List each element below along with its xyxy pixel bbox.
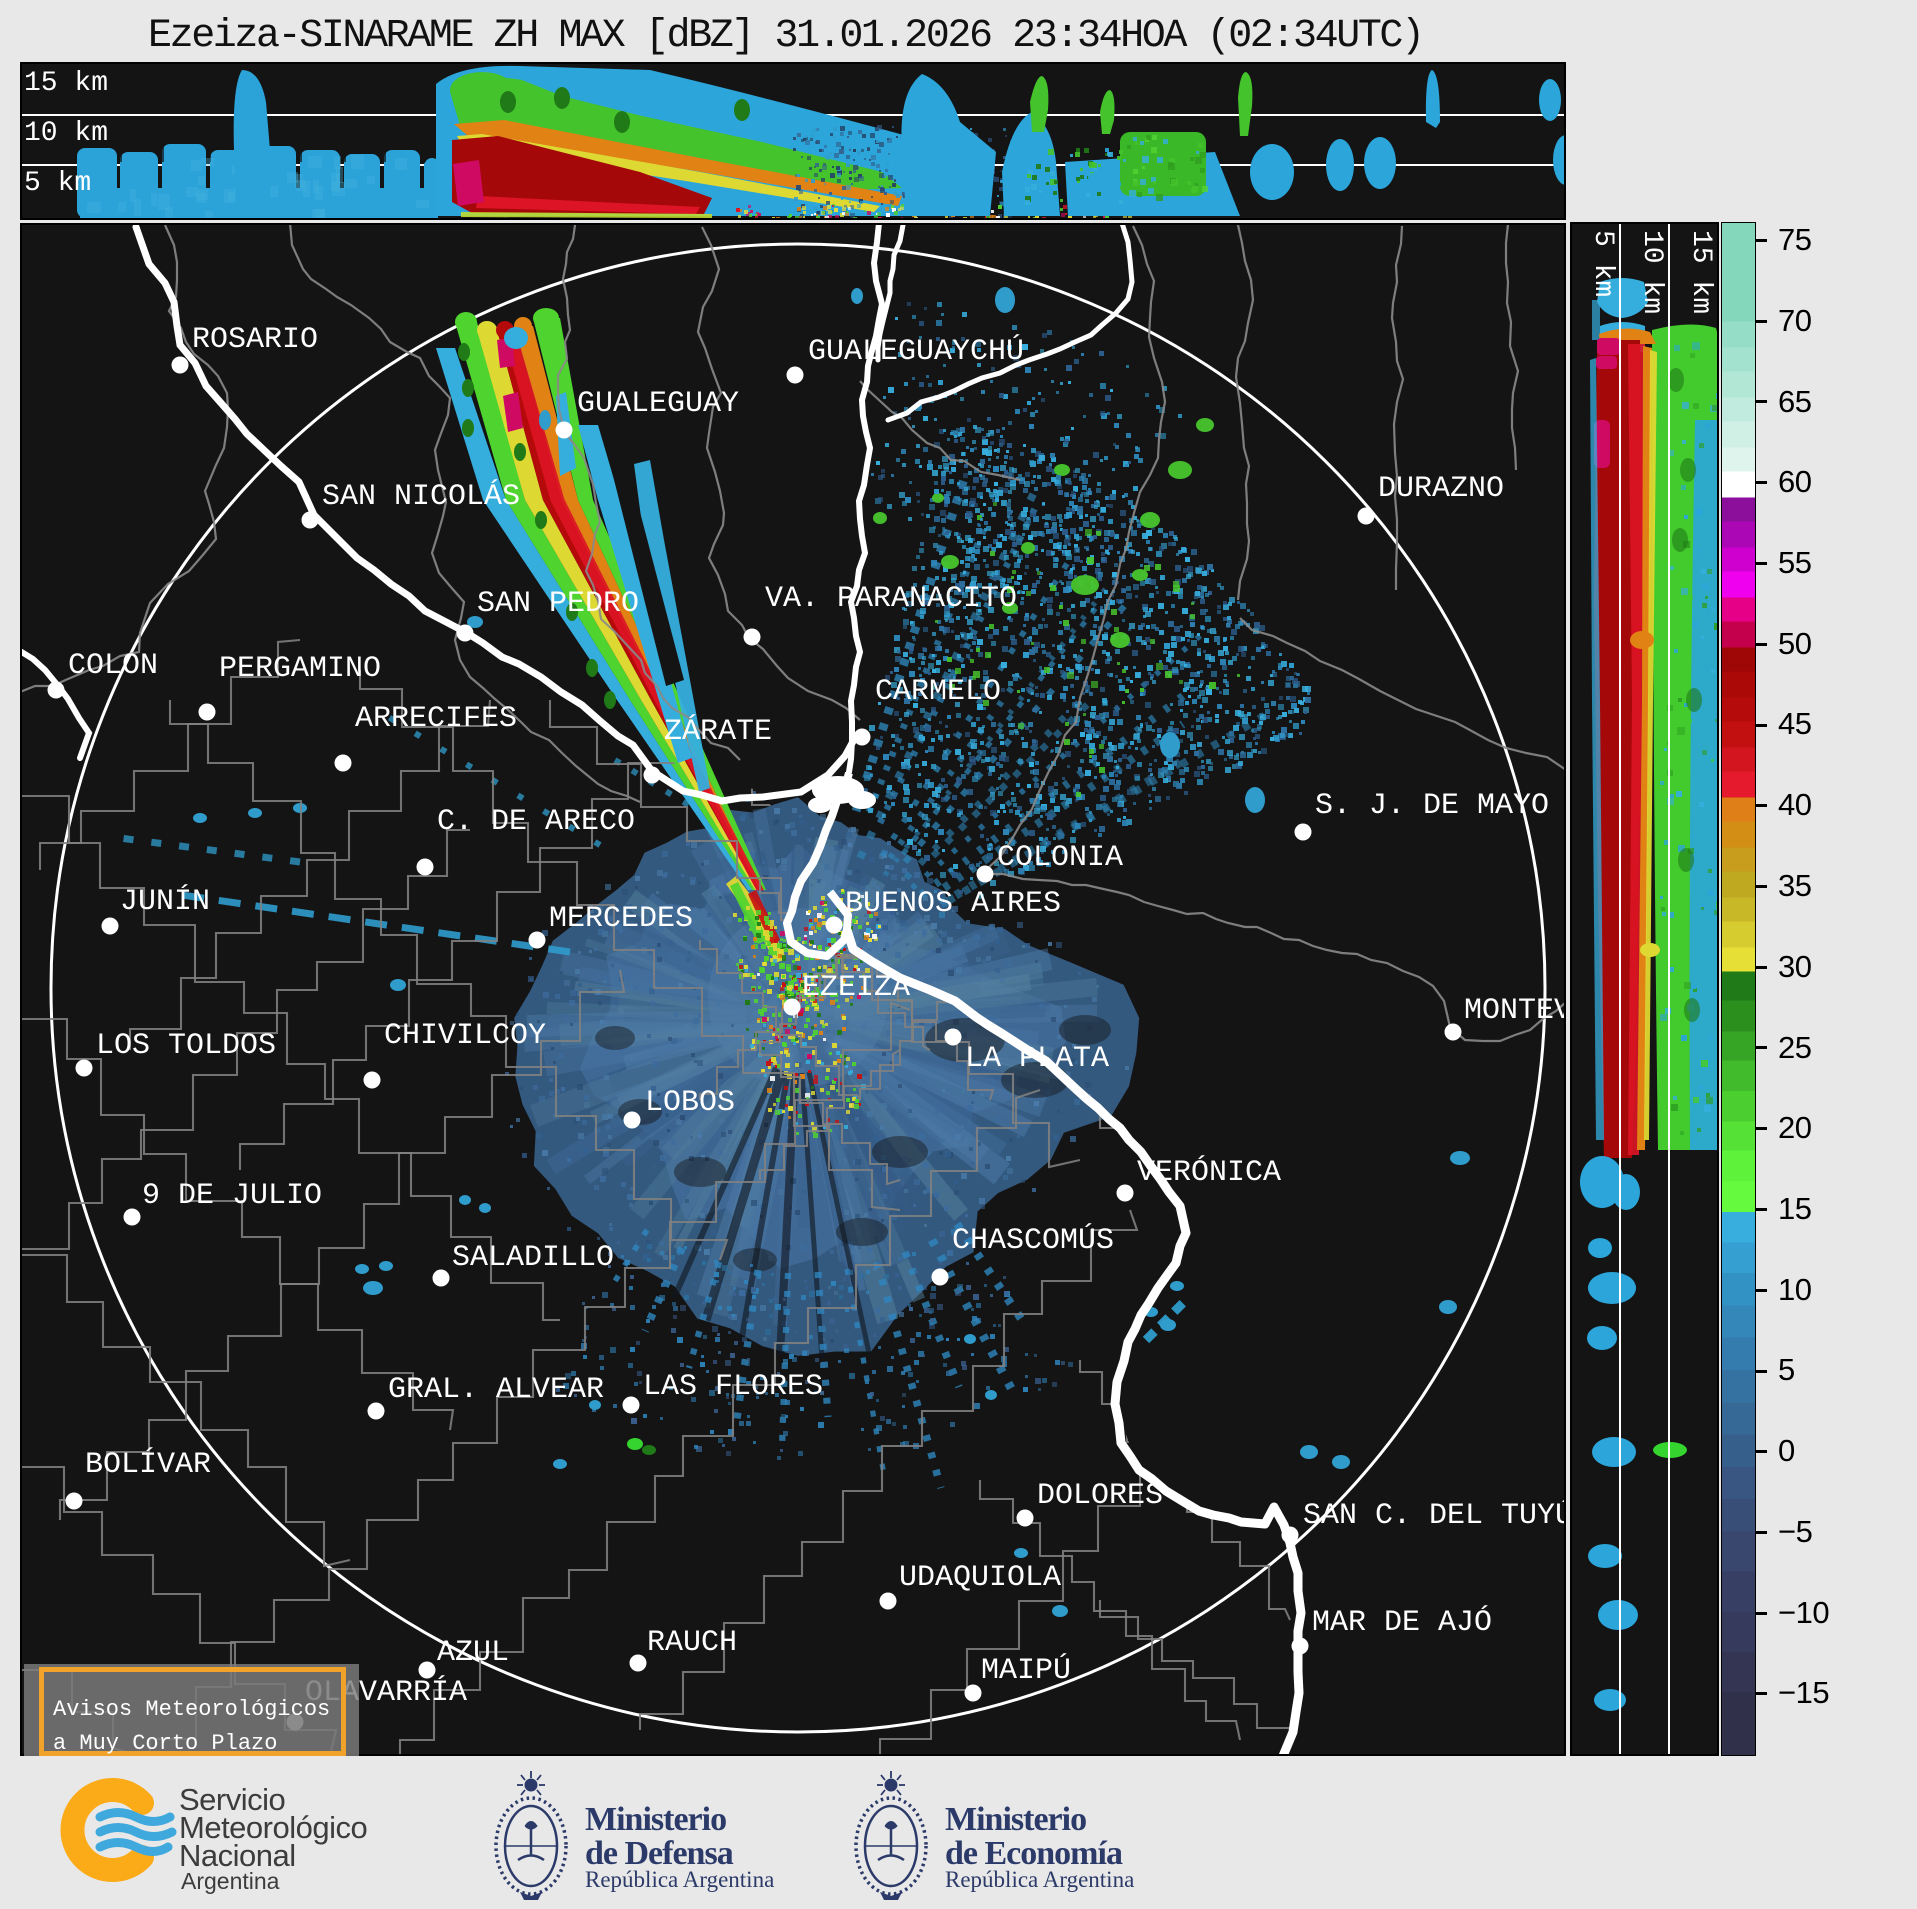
svg-text:5 km: 5 km bbox=[1587, 230, 1618, 297]
svg-text:MAIPÚ: MAIPÚ bbox=[981, 1653, 1071, 1688]
svg-text:Meteorológico: Meteorológico bbox=[179, 1810, 367, 1845]
svg-text:Ministerio: Ministerio bbox=[945, 1801, 1086, 1838]
svg-text:PERGAMINO: PERGAMINO bbox=[219, 652, 381, 686]
svg-text:Ministerio: Ministerio bbox=[585, 1801, 726, 1838]
svg-text:ROSARIO: ROSARIO bbox=[192, 323, 318, 357]
svg-text:MAR DE AJÓ: MAR DE AJÓ bbox=[1312, 1605, 1492, 1640]
svg-text:DOLORES: DOLORES bbox=[1037, 1479, 1163, 1513]
svg-text:Servicio: Servicio bbox=[179, 1782, 285, 1817]
svg-text:5 km: 5 km bbox=[24, 168, 91, 199]
svg-text:SALADILLO: SALADILLO bbox=[452, 1241, 614, 1275]
svg-text:República Argentina: República Argentina bbox=[585, 1867, 774, 1892]
svg-text:EZEIZA: EZEIZA bbox=[802, 971, 910, 1005]
svg-text:10 km: 10 km bbox=[1636, 230, 1667, 314]
svg-text:MONTEV: MONTEV bbox=[1464, 994, 1566, 1028]
svg-text:SAN PEDRO: SAN PEDRO bbox=[477, 587, 639, 621]
svg-text:CHIVILCOY: CHIVILCOY bbox=[384, 1019, 546, 1053]
svg-text:ARRECIFES: ARRECIFES bbox=[355, 702, 517, 736]
svg-text:BOLÍVAR: BOLÍVAR bbox=[85, 1447, 211, 1482]
svg-text:VA. PARANACITO: VA. PARANACITO bbox=[765, 582, 1017, 616]
svg-text:LOBOS: LOBOS bbox=[645, 1086, 735, 1120]
svg-text:AZUL: AZUL bbox=[437, 1636, 509, 1670]
svg-text:GUALEGUAY: GUALEGUAY bbox=[577, 387, 739, 421]
svg-text:UDAQUIOLA: UDAQUIOLA bbox=[899, 1561, 1061, 1595]
svg-text:Argentina: Argentina bbox=[181, 1868, 280, 1894]
svg-text:LAS FLORES: LAS FLORES bbox=[643, 1370, 823, 1404]
svg-text:MERCEDES: MERCEDES bbox=[549, 902, 693, 936]
svg-text:RAUCH: RAUCH bbox=[647, 1626, 737, 1660]
svg-text:VERÓNICA: VERÓNICA bbox=[1137, 1155, 1281, 1190]
svg-text:SAN C. DEL TUYÚ: SAN C. DEL TUYÚ bbox=[1303, 1498, 1566, 1533]
svg-text:CHASCOMÚS: CHASCOMÚS bbox=[952, 1223, 1114, 1258]
svg-text:de Defensa: de Defensa bbox=[585, 1835, 734, 1872]
svg-text:10 km: 10 km bbox=[24, 118, 108, 149]
svg-text:GRAL. ALVEAR: GRAL. ALVEAR bbox=[388, 1373, 604, 1407]
svg-text:CARMELO: CARMELO bbox=[875, 675, 1001, 709]
svg-text:GUALEGUAYCHÚ: GUALEGUAYCHÚ bbox=[808, 334, 1024, 369]
svg-text:Nacional: Nacional bbox=[179, 1838, 296, 1873]
svg-text:15 km: 15 km bbox=[1685, 230, 1716, 314]
svg-text:JUNÍN: JUNÍN bbox=[120, 884, 210, 919]
svg-text:9 DE JULIO: 9 DE JULIO bbox=[142, 1179, 322, 1213]
svg-text:LOS TOLDOS: LOS TOLDOS bbox=[96, 1029, 276, 1063]
svg-text:15 km: 15 km bbox=[24, 68, 108, 99]
svg-text:DURAZNO: DURAZNO bbox=[1378, 472, 1504, 506]
svg-text:SAN NICOLÁS: SAN NICOLÁS bbox=[322, 479, 520, 514]
svg-text:República Argentina: República Argentina bbox=[945, 1867, 1134, 1892]
svg-text:ZÁRATE: ZÁRATE bbox=[664, 714, 772, 749]
svg-text:de Economía: de Economía bbox=[945, 1835, 1123, 1872]
svg-text:COLON: COLON bbox=[68, 649, 158, 683]
svg-text:BUENOS AIRES: BUENOS AIRES bbox=[845, 887, 1061, 921]
svg-text:S. J. DE MAYO: S. J. DE MAYO bbox=[1315, 789, 1549, 823]
svg-text:LA PLATA: LA PLATA bbox=[965, 1042, 1109, 1076]
svg-text:COLONIA: COLONIA bbox=[997, 841, 1123, 875]
svg-text:C. DE ARECO: C. DE ARECO bbox=[437, 805, 635, 839]
